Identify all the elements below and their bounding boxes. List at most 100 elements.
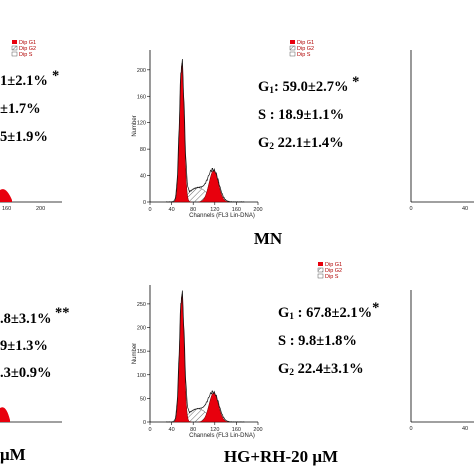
right-bottom-tick: 0 [409,426,412,432]
stat-g1: G1 : 67.8±2.1%* [278,300,379,322]
left-bottom-significance: ** [55,305,70,321]
stat-s-value: : 9.8±1.8% [286,333,357,349]
x-axis-title: Channels (FL3 Lin-DNA) [189,213,255,219]
stat-g1-value: : 67.8±2.1% [294,305,372,321]
legend-label-g1: Dip G1 [325,262,342,268]
histogram-panel-mn: Dip G1 Dip G2 Dip S MN G1: 59.0±2.7% * S… [132,40,359,248]
legend-label-s: Dip S [297,52,311,58]
left-legend-swatch-g2 [11,45,18,51]
y-tick-label: 40 [140,174,146,180]
left-bottom-stat-s: 9±1.3% [0,338,48,354]
left-top-stat-s: ±1.7% [0,101,41,117]
x-tick-label: 120 [210,207,219,213]
histogram-envelope [166,290,245,423]
left-bottom-peak-fragment [0,407,10,422]
stats-block: G1 : 67.8±2.1%* S : 9.8±1.8% G2 22.4±3.1… [278,300,379,378]
x-tick-label: 200 [253,427,262,433]
stat-s-label: S [278,333,286,349]
legend-swatch-g1 [318,262,323,266]
stat-s-value: : 18.9±1.1% [266,107,344,123]
left-top-significance: * [52,68,59,84]
legend: Dip G1 Dip G2 Dip S [317,262,342,280]
left-legend-swatch-g1 [12,40,17,44]
left-legend-g2: Dip G2 [19,46,36,52]
legend: Dip G1 Dip G2 Dip S [289,40,314,58]
legend-swatch-g1 [290,40,295,44]
legend-swatch-s [317,273,324,279]
g1-peak [171,294,192,423]
x-tick-label: 120 [210,427,219,433]
stat-g2: G2 22.1±1.4% [258,135,344,152]
x-tick-label: 160 [232,427,241,433]
x-tick-label: 0 [148,427,151,433]
stats-block: G1: 59.0±2.7% * S : 18.9±1.1% G2 22.1±1.… [258,74,359,152]
y-tick-label: 100 [137,373,146,379]
stat-g1-significance: * [372,300,379,316]
y-tick-label: 50 [140,396,146,402]
stat-g1-significance: * [348,74,359,90]
right-cropped-top: 0 40 [409,50,474,212]
left-bottom-stat-g2: .3±0.9% [0,365,51,381]
legend-label-s: Dip S [325,274,339,280]
left-top-tick: 160 [2,206,11,212]
y-tick-label: 80 [140,147,146,153]
right-top-tick: 0 [409,206,412,212]
left-legend-swatch-s [11,51,18,57]
x-tick-label: 40 [169,207,175,213]
x-tick-label: 0 [148,207,151,213]
stat-s: S : 9.8±1.8% [278,333,357,349]
left-top-peak-fragment [0,189,12,202]
x-tick-label: 160 [232,207,241,213]
stat-s-label: S [258,107,266,123]
left-top-stat-g1: 1±2.1% [0,73,48,89]
panel-label: HG+RH-20 μM [224,447,338,466]
stat-g2-subscript: 2 [289,368,294,378]
left-top-tick: 200 [36,206,45,212]
stat-g2: G2 22.4±3.1% [278,361,364,378]
y-tick-label: 150 [137,349,146,355]
legend-swatch-g2 [289,45,296,51]
y-tick-label: 250 [137,302,146,308]
right-top-tick: 40 [462,206,468,212]
right-bottom-tick: 40 [462,426,468,432]
x-tick-label: 80 [190,427,196,433]
histogram-envelope [166,58,245,203]
legend-label-g2: Dip G2 [325,268,342,274]
left-cropped-bottom: .8±3.1% ** 9±1.3% .3±0.9% μM [0,305,70,464]
g1-peak [171,63,192,203]
stat-g1-value: : 59.0±2.7% [274,79,348,95]
x-tick-label: 200 [253,207,262,213]
x-axis-title: Channels (FL3 Lin-DNA) [189,433,255,439]
left-bottom-panel-label: μM [0,445,26,464]
stat-g2-subscript: 2 [269,142,274,152]
y-tick-label: 200 [137,326,146,332]
stat-s: S : 18.9±1.1% [258,107,344,123]
left-legend-g1: Dip G1 [19,40,36,46]
left-cropped-top: 160 200 Dip G1 Dip G2 Dip S 1±2.1% * ±1.… [0,40,62,212]
stat-g2-value: 22.4±3.1% [294,361,364,377]
left-bottom-stat-g1: .8±3.1% [0,311,51,327]
x-tick-label: 40 [169,427,175,433]
panel-label: MN [254,229,283,248]
legend-label-g1: Dip G1 [297,40,314,46]
y-tick-label: 0 [143,420,146,426]
stat-g2-value: 22.1±1.4% [274,135,344,151]
y-tick-label: 160 [137,94,146,100]
x-tick-label: 80 [190,207,196,213]
legend-label-g2: Dip G2 [297,46,314,52]
stat-g1-subscript: 1 [289,312,294,322]
legend-swatch-s [289,51,296,57]
y-tick-label: 0 [143,200,146,206]
right-cropped-bottom: 0 40 [409,290,474,432]
y-tick-label: 120 [137,121,146,127]
stat-g1: G1: 59.0±2.7% * [258,74,359,96]
y-axis-title: Number [132,343,138,364]
y-axis-title: Number [132,115,138,136]
stat-g1-subscript: 1 [269,86,274,96]
legend-swatch-g2 [317,267,324,273]
histogram-panel-hg-rh-20: Dip G1 Dip G2 Dip S HG+RH-20 μM G1 : 67.… [132,262,379,466]
y-tick-label: 200 [137,68,146,74]
left-legend-s: Dip S [19,52,33,58]
left-top-stat-g2: 5±1.9% [0,129,48,145]
